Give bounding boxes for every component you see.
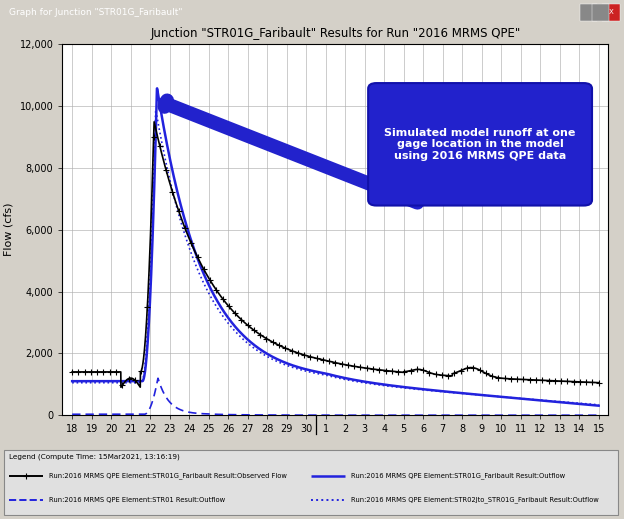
Text: Oct2016: Oct2016 — [439, 465, 486, 475]
Text: Run:2016 MRMS QPE Element:STR01 Result:Outflow: Run:2016 MRMS QPE Element:STR01 Result:O… — [49, 497, 225, 502]
FancyBboxPatch shape — [368, 83, 592, 206]
FancyBboxPatch shape — [592, 4, 609, 21]
Text: Sep2016: Sep2016 — [165, 465, 213, 475]
Text: Simulated model runoff at one
gage location in the model
using 2016 MRMS QPE dat: Simulated model runoff at one gage locat… — [384, 128, 576, 161]
FancyBboxPatch shape — [602, 4, 620, 21]
FancyBboxPatch shape — [580, 4, 597, 21]
Y-axis label: Flow (cfs): Flow (cfs) — [4, 203, 14, 256]
Text: Graph for Junction "STR01G_Faribault": Graph for Junction "STR01G_Faribault" — [9, 8, 183, 17]
Text: Run:2016 MRMS QPE Element:STR02Jto_STR01G_Faribault Result:Outflow: Run:2016 MRMS QPE Element:STR02Jto_STR01… — [351, 496, 599, 503]
Text: Run:2016 MRMS QPE Element:STR01G_Faribault Result:Observed Flow: Run:2016 MRMS QPE Element:STR01G_Faribau… — [49, 472, 287, 480]
Text: Run:2016 MRMS QPE Element:STR01G_Faribault Result:Outflow: Run:2016 MRMS QPE Element:STR01G_Faribau… — [351, 472, 565, 480]
Text: Legend (Compute Time: 15Mar2021, 13:16:19): Legend (Compute Time: 15Mar2021, 13:16:1… — [9, 454, 180, 460]
FancyBboxPatch shape — [4, 450, 618, 515]
Text: X: X — [608, 9, 613, 16]
Title: Junction "STR01G_Faribault" Results for Run "2016 MRMS QPE": Junction "STR01G_Faribault" Results for … — [150, 27, 520, 40]
